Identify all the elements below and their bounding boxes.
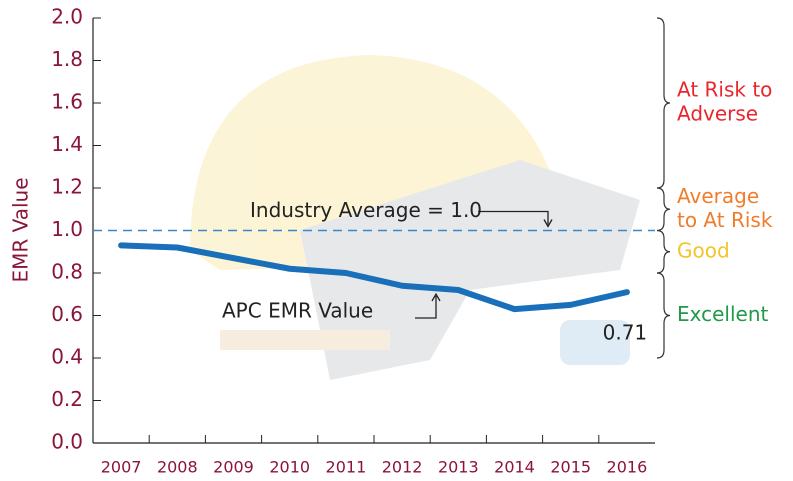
data-label: 0.71 xyxy=(603,321,648,345)
y-tick-label: 0.8 xyxy=(51,260,83,284)
y-tick-label: 0.4 xyxy=(51,345,83,369)
range-label: Average xyxy=(677,184,759,208)
y-tick-label: 0.2 xyxy=(51,387,83,411)
x-tick-label: 2016 xyxy=(607,458,648,477)
handle xyxy=(220,330,390,350)
range-label: Excellent xyxy=(677,302,769,326)
x-tick-label: 2011 xyxy=(326,458,367,477)
range-brace xyxy=(657,273,670,358)
range-label: to At Risk xyxy=(677,208,773,232)
y-tick-label: 0.0 xyxy=(51,430,83,454)
y-tick-label: 1.0 xyxy=(51,217,83,241)
y-tick-label: 1.8 xyxy=(51,47,83,71)
y-axis-label: EMR Value xyxy=(9,177,33,282)
range-brace xyxy=(657,18,670,188)
x-tick-label: 2013 xyxy=(438,458,479,477)
x-tick-label: 2014 xyxy=(494,458,535,477)
x-tick-label: 2007 xyxy=(101,458,142,477)
range-label: At Risk to xyxy=(677,78,772,102)
range-label: Adverse xyxy=(677,102,758,126)
x-tick-label: 2010 xyxy=(269,458,310,477)
x-tick-label: 2009 xyxy=(213,458,254,477)
chart: EMR Value 0.0 0.2 0.4 0.6 0.8 1.0 1.2 1.4 1.6 1.8… xyxy=(0,0,793,481)
x-tick-label: 2012 xyxy=(382,458,423,477)
range-label: Good xyxy=(677,238,730,262)
y-tick-label: 1.6 xyxy=(51,90,83,114)
x-tick-label: 2008 xyxy=(157,458,198,477)
x-tick-label: 2015 xyxy=(550,458,591,477)
y-tick-label: 2.0 xyxy=(51,5,83,29)
y-tick-label: 0.6 xyxy=(51,302,83,326)
reference-label: Industry Average = 1.0 xyxy=(250,198,482,222)
y-tick-label: 1.2 xyxy=(51,175,83,199)
range-brace xyxy=(657,231,670,274)
range-brace xyxy=(657,188,670,231)
series-annotation: APC EMR Value xyxy=(222,299,373,323)
y-tick-label: 1.4 xyxy=(51,132,83,156)
